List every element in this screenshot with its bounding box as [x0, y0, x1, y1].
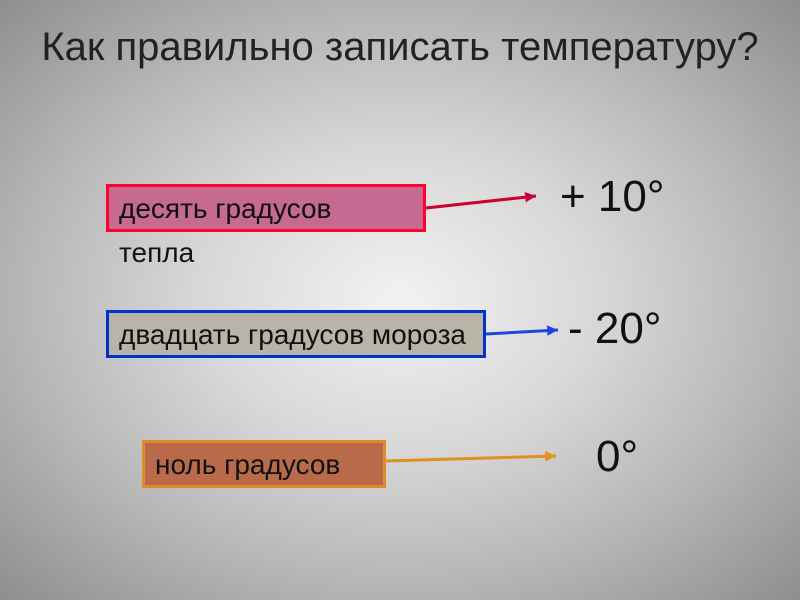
temperature-label-2: двадцать градусов мороза	[119, 319, 466, 350]
temperature-value-3: 0°	[596, 432, 638, 482]
temperature-label-1: десять градусов тепла	[119, 193, 331, 268]
arrow-3-icon	[374, 444, 568, 473]
temperature-label-3: ноль градусов	[155, 449, 340, 480]
temperature-value-1: + 10°	[560, 172, 664, 222]
temperature-box-2: двадцать градусов мороза	[106, 310, 486, 358]
temperature-box-1: десять градусов тепла	[106, 184, 426, 232]
arrow-2-icon	[474, 318, 570, 346]
slide: Как правильно записать температуру? деся…	[0, 0, 800, 600]
slide-title: Как правильно записать температуру?	[0, 24, 800, 70]
temperature-value-2: - 20°	[568, 304, 661, 354]
arrow-1-icon	[414, 184, 548, 220]
temperature-box-3: ноль градусов	[142, 440, 386, 488]
